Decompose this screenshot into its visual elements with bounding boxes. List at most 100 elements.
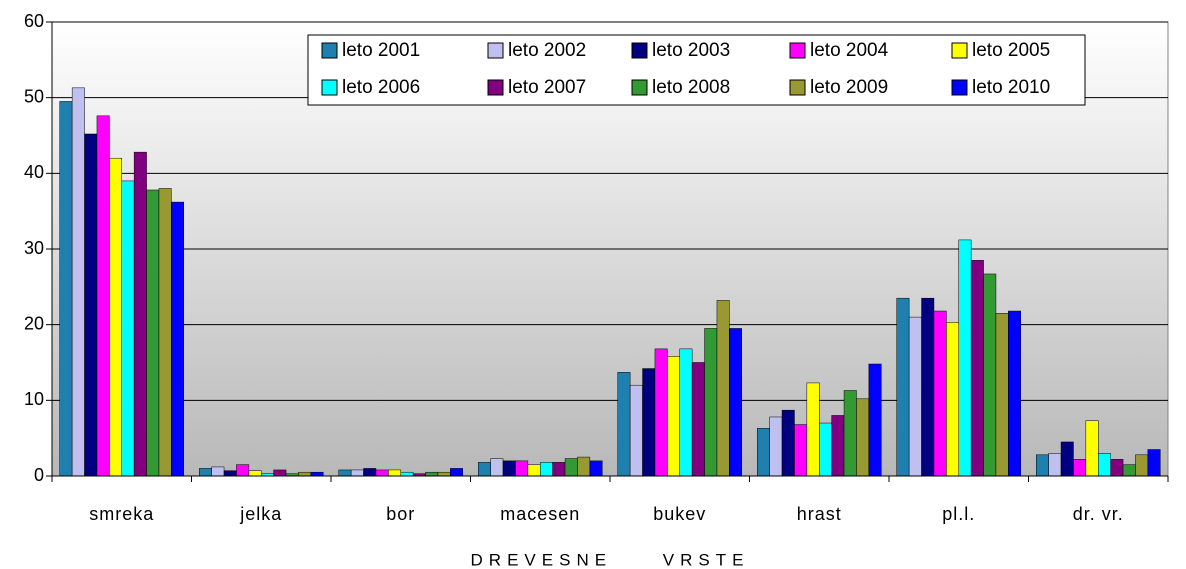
legend-swatch: [631, 42, 648, 59]
bar: [958, 239, 972, 477]
bar: [437, 471, 451, 477]
legend-swatch: [951, 42, 968, 59]
bar: [515, 460, 529, 477]
bar: [350, 469, 364, 477]
bar: [831, 415, 845, 477]
bar: [819, 422, 832, 477]
legend-label: leto 2005: [972, 40, 1050, 61]
x-tick-label: dr. vr.: [1073, 504, 1124, 524]
bar: [425, 471, 439, 477]
legend-label: leto 2002: [508, 40, 586, 61]
y-tick-label: 60: [24, 11, 44, 31]
legend-swatch: [789, 79, 806, 96]
bar: [983, 273, 997, 477]
x-tick-label: jelka: [239, 504, 282, 524]
bar: [1147, 449, 1161, 477]
bar: [757, 428, 770, 477]
bar: [716, 300, 730, 477]
bar: [1073, 459, 1087, 477]
bar: [1098, 453, 1111, 477]
bar: [629, 384, 643, 477]
legend-label: leto 2004: [810, 40, 889, 61]
bar: [388, 469, 402, 477]
bar: [375, 469, 389, 477]
bar: [59, 101, 73, 477]
bar: [577, 456, 591, 477]
bar: [1122, 464, 1136, 477]
bar: [921, 297, 935, 477]
x-tick-label: smreka: [89, 504, 154, 524]
y-tick-label: 10: [24, 389, 44, 409]
bar: [1048, 453, 1062, 477]
x-tick-label: bor: [386, 504, 415, 524]
legend-swatch: [487, 79, 504, 96]
bar: [806, 382, 820, 477]
bar: [248, 470, 262, 477]
bar: [769, 416, 783, 477]
y-tick-label: 50: [24, 86, 44, 106]
bar: [310, 471, 324, 477]
bar: [540, 462, 553, 477]
bar: [856, 398, 870, 477]
bar: [896, 297, 910, 477]
legend-swatch: [321, 79, 338, 96]
x-tick-label: hrast: [797, 504, 842, 524]
legend-swatch: [951, 79, 968, 96]
bar: [236, 464, 250, 477]
legend-swatch: [789, 42, 806, 59]
bar: [1110, 459, 1124, 477]
bar: [1036, 454, 1049, 477]
bar: [946, 322, 959, 477]
legend-label: leto 2001: [342, 40, 420, 61]
bar: [158, 188, 172, 477]
bar: [1085, 420, 1099, 477]
bar: [338, 469, 352, 477]
bar: [84, 133, 98, 477]
bar: [502, 460, 516, 477]
bar: [527, 464, 541, 477]
y-tick-label: 20: [24, 313, 44, 333]
bar: [843, 390, 857, 477]
bar: [589, 460, 603, 477]
bar: [133, 151, 147, 477]
bar: [794, 424, 808, 477]
bar: [211, 466, 225, 477]
x-tick-label: bukev: [653, 504, 706, 524]
bar: [729, 328, 742, 477]
bar: [171, 201, 185, 477]
legend-label: leto 2003: [652, 40, 730, 61]
y-tick-label: 30: [24, 238, 44, 258]
bar: [933, 310, 947, 477]
bar: [1135, 454, 1149, 477]
bar: [679, 348, 693, 477]
bar: [552, 462, 566, 477]
bar: [363, 468, 377, 477]
legend-swatch: [631, 79, 648, 96]
legend-label: leto 2007: [508, 77, 586, 98]
x-tick-label: pl.l.: [942, 504, 975, 524]
x-tick-label: macesen: [500, 504, 580, 524]
bar: [400, 471, 414, 477]
bar: [970, 260, 984, 477]
bar: [908, 316, 922, 477]
bar: [298, 471, 312, 477]
bar: [199, 468, 212, 477]
bar: [564, 458, 578, 477]
x-axis-title: DREVESNE VRSTE: [471, 550, 750, 569]
bar: [995, 313, 1009, 477]
bar: [617, 372, 631, 477]
legend-swatch: [487, 42, 504, 59]
bar: [667, 356, 680, 477]
bar: [704, 328, 718, 477]
bar: [146, 189, 160, 477]
legend-label: leto 2010: [972, 77, 1050, 98]
bar: [781, 409, 795, 477]
bar: [478, 462, 491, 477]
bar: [868, 363, 882, 477]
legend-swatch: [321, 42, 338, 59]
bar: [96, 115, 110, 477]
bar: [490, 458, 504, 477]
legend-label: leto 2006: [342, 77, 420, 98]
y-tick-label: 0: [34, 465, 44, 485]
